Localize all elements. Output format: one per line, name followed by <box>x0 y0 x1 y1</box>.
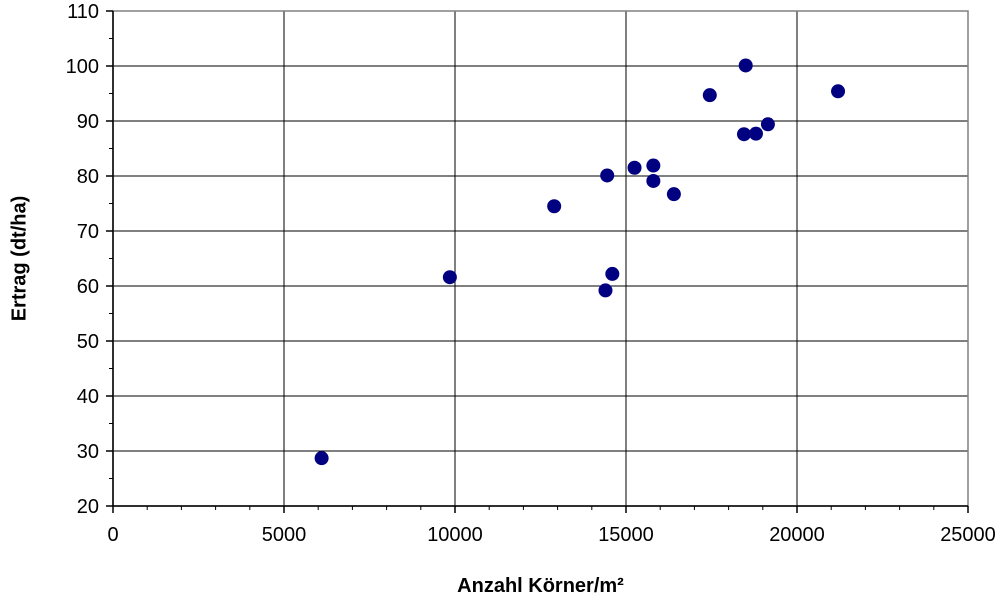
data-point <box>702 88 717 103</box>
data-point <box>646 158 661 173</box>
y-axis-title: Ertrag (dt/ha) <box>8 196 30 322</box>
data-point <box>605 266 620 281</box>
x-tick-label: 10000 <box>427 524 483 546</box>
y-tick-label: 50 <box>77 331 99 353</box>
data-point <box>598 283 613 298</box>
data-point <box>738 58 753 73</box>
data-point <box>831 84 846 99</box>
x-axis-title: Anzahl Körner/m² <box>457 575 624 597</box>
y-tick-label: 20 <box>77 496 99 518</box>
y-tick-label: 30 <box>77 441 99 463</box>
y-tick-label: 80 <box>77 166 99 188</box>
data-point <box>627 160 642 175</box>
x-tick-label: 15000 <box>598 524 654 546</box>
grid-lines <box>113 11 968 506</box>
data-points <box>314 58 846 466</box>
data-point <box>748 126 763 141</box>
tick-labels: 0 5000 10000 15000 20000 25000 20 30 40 50 60 70 80 9… <box>66 1 996 546</box>
y-tick-label: 60 <box>77 276 99 298</box>
data-point <box>314 451 329 466</box>
y-tick-label: 70 <box>77 221 99 243</box>
data-point <box>442 270 457 285</box>
data-point <box>547 199 562 214</box>
x-tick-label: 20000 <box>769 524 825 546</box>
y-tick-label: 90 <box>77 111 99 133</box>
x-tick-label: 5000 <box>262 524 307 546</box>
data-point <box>600 168 615 183</box>
y-tick-label: 110 <box>67 1 99 23</box>
data-point <box>736 127 751 142</box>
x-tick-label: 25000 <box>940 524 996 546</box>
y-tick-label: 40 <box>77 386 99 408</box>
data-point <box>760 117 775 132</box>
y-tick-label: 100 <box>66 56 99 78</box>
data-point <box>666 187 681 202</box>
x-tick-label: 0 <box>107 524 118 546</box>
data-point <box>646 173 661 188</box>
axes <box>106 10 969 513</box>
